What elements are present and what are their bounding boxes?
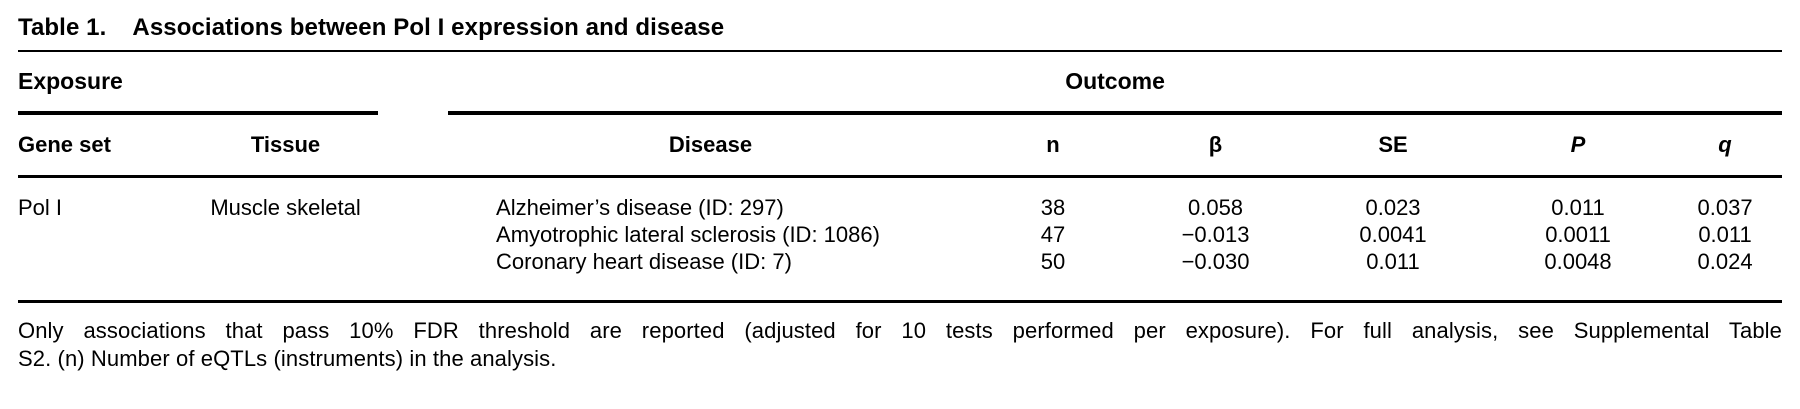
col-header-p: P [1488,113,1669,178]
cell-disease: Alzheimer’s disease (ID: 297) [496,194,784,220]
outcome-group-header: Outcome [448,52,1783,115]
spanner-header-row: Exposure Outcome [18,52,1783,115]
table-title-text: Associations between Pol I expression an… [132,14,725,41]
table-row: Pol I Muscle skeletal Alzheimer’s diseas… [18,176,1782,221]
cell-gap [378,247,449,303]
cell-n: 38 [1040,194,1066,220]
cell-beta: 0.058 [1187,194,1244,220]
cell-gap [378,221,448,248]
cell-beta: −0.013 [1181,221,1250,247]
associations-table: Exposure Outcome Gene set Tissue Disease… [18,52,1783,303]
cell-q: 0.024 [1668,247,1783,303]
cell-n: 50 [973,247,1134,303]
cell-q: 0.011 [1698,221,1752,247]
cell-q: 0.037 [1697,194,1753,220]
col-header-se: SE [1298,113,1489,178]
table-number-label: Table 1. [18,14,107,41]
table-row: Amyotrophic lateral sclerosis (ID: 1086)… [18,221,1782,248]
col-header-gene-set: Gene set [18,113,193,178]
col-header-tissue: Tissue [193,113,379,178]
cell-tissue [193,247,379,303]
group-gap [378,52,448,113]
cell-tissue: Muscle skeletal [210,194,361,220]
cell-gap [378,176,448,221]
cell-beta: −0.030 [1133,247,1299,303]
cell-disease: Coronary heart disease (ID: 7) [448,247,974,303]
table-row: Coronary heart disease (ID: 7) 50 −0.030… [18,247,1783,303]
table-footnote: Only associations that pass 10% FDR thre… [18,317,1782,373]
cell-gene-set [18,221,193,248]
column-header-row: Gene set Tissue Disease n β SE P q [18,113,1783,178]
cell-disease: Amyotrophic lateral sclerosis (ID: 1086) [496,221,880,247]
footnote-line-2: S2. (n) Number of eQTLs (instruments) in… [18,345,557,371]
col-header-q: q [1668,113,1783,178]
cell-n: 47 [1040,221,1066,247]
cell-se: 0.023 [1365,194,1421,220]
cell-se: 0.011 [1298,247,1489,303]
col-header-beta: β [1133,113,1299,178]
cell-p: 0.011 [1551,194,1605,220]
cell-gene-set: Pol I [18,194,63,220]
cell-se: 0.0041 [1359,221,1427,247]
footnote-line-1: Only associations that pass 10% FDR thre… [18,317,1782,343]
col-header-gap [378,113,449,178]
cell-p: 0.0048 [1488,247,1669,303]
exposure-group-header: Exposure [18,52,379,115]
cell-tissue [193,221,378,248]
cell-p: 0.0011 [1545,221,1611,247]
table-title: Table 1. Associations between Pol I expre… [18,0,1782,52]
col-header-disease: Disease [448,113,974,178]
cell-gene-set [18,247,193,303]
col-header-n: n [973,113,1134,178]
